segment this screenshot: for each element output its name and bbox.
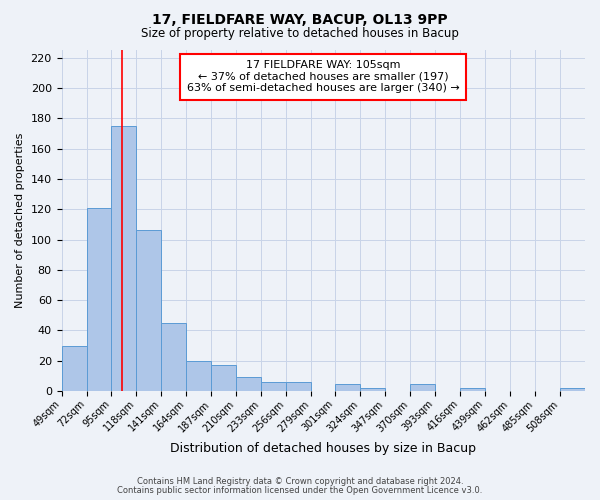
Text: 17 FIELDFARE WAY: 105sqm
← 37% of detached houses are smaller (197)
63% of semi-: 17 FIELDFARE WAY: 105sqm ← 37% of detach… bbox=[187, 60, 460, 94]
Text: Contains public sector information licensed under the Open Government Licence v3: Contains public sector information licen… bbox=[118, 486, 482, 495]
Bar bbox=[136, 230, 161, 391]
Text: Contains HM Land Registry data © Crown copyright and database right 2024.: Contains HM Land Registry data © Crown c… bbox=[137, 477, 463, 486]
Bar bbox=[360, 388, 385, 391]
Text: 17, FIELDFARE WAY, BACUP, OL13 9PP: 17, FIELDFARE WAY, BACUP, OL13 9PP bbox=[152, 12, 448, 26]
Bar bbox=[161, 323, 187, 391]
Bar bbox=[460, 388, 485, 391]
Text: Size of property relative to detached houses in Bacup: Size of property relative to detached ho… bbox=[141, 28, 459, 40]
Bar bbox=[335, 384, 360, 391]
Y-axis label: Number of detached properties: Number of detached properties bbox=[15, 133, 25, 308]
Bar bbox=[211, 366, 236, 391]
Bar bbox=[262, 382, 286, 391]
Bar bbox=[236, 378, 262, 391]
Bar bbox=[286, 382, 311, 391]
Bar bbox=[62, 346, 86, 391]
Bar bbox=[560, 388, 585, 391]
Bar bbox=[410, 384, 435, 391]
Bar bbox=[187, 361, 211, 391]
Bar bbox=[86, 208, 112, 391]
X-axis label: Distribution of detached houses by size in Bacup: Distribution of detached houses by size … bbox=[170, 442, 476, 455]
Bar bbox=[112, 126, 136, 391]
